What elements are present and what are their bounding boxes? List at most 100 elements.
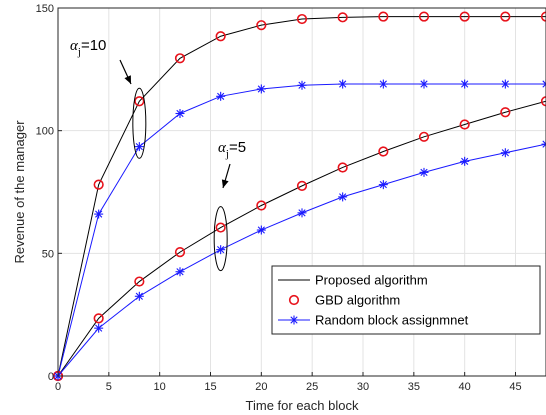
- x-tick-label-15: 15: [204, 381, 216, 393]
- series-group0-1: [52, 11, 546, 382]
- x-tick-label-25: 25: [306, 381, 318, 393]
- random-point-group0-3-d2: [176, 109, 184, 118]
- random-point-group1-12-d2: [542, 143, 546, 148]
- random-point-group0-11-d2: [501, 80, 509, 88]
- random-point-group0-8: [378, 79, 388, 89]
- random-point-group1-3: [175, 267, 185, 277]
- plot-frame: [57, 7, 546, 377]
- annotation-ellipse-group0: [132, 87, 147, 159]
- x-tick-label-20: 20: [255, 381, 267, 393]
- random-point-group0-2-d2: [135, 142, 143, 151]
- annotation-value: =10: [81, 37, 106, 54]
- gbd-point-group0-12: [540, 11, 546, 22]
- annotation-symbol: α: [218, 140, 227, 156]
- random-point-group1-5: [256, 225, 266, 235]
- random-point-group0-9: [419, 79, 429, 89]
- random-point-group1-2-d2: [135, 292, 143, 300]
- random-point-group0-5: [256, 84, 266, 94]
- proposed-line-group1: [57, 100, 546, 377]
- x-tick-label-45: 45: [509, 381, 521, 393]
- gbd-point-group1-1: [93, 313, 104, 324]
- random-point-group0-12-d2: [542, 83, 546, 88]
- gbd-point-group1-9: [418, 131, 430, 142]
- legend-marker-1: [288, 294, 300, 306]
- gbd-point-group1-6: [296, 180, 308, 191]
- legend-label-0: Proposed algorithm: [315, 273, 428, 288]
- series-group0-2: [53, 79, 546, 381]
- random-point-group0-4: [216, 91, 226, 101]
- gbd-point-group1-3: [174, 247, 186, 258]
- legend-box: [271, 265, 541, 335]
- gbd-point-group0-7: [337, 12, 348, 23]
- random-point-group0-12-d1: [542, 80, 546, 85]
- annotation-subscript: j: [225, 148, 229, 160]
- x-tick-label-30: 30: [357, 381, 369, 393]
- gbd-point-group1-4: [215, 222, 226, 233]
- random-point-group0-10: [460, 79, 470, 89]
- gbd-point-group0-1: [93, 179, 104, 190]
- series-group1-0: [57, 100, 546, 377]
- proposed-line-group0: [57, 16, 546, 377]
- random-point-group1-7: [338, 192, 348, 202]
- annotation-symbol: α: [70, 38, 79, 54]
- legend-entry-0: Proposed algorithm: [278, 273, 428, 288]
- random-point-group0-7-d2: [339, 80, 347, 88]
- random-point-group1-2: [134, 291, 144, 301]
- random-point-group1-3-d2: [176, 268, 184, 276]
- annotation-arrowhead-group1: [221, 179, 229, 188]
- annotation-arrowhead-group0: [124, 75, 131, 84]
- gbd-point-group0-6: [296, 13, 308, 25]
- annotation-label-group1: αj=5: [218, 139, 246, 160]
- legend-entry-1: GBD algorithm: [288, 293, 400, 308]
- random-point-group0-11: [500, 79, 510, 89]
- random-point-group1-4: [216, 245, 226, 255]
- random-point-group0-9-d2: [420, 80, 428, 88]
- x-tick-label-40: 40: [459, 381, 471, 393]
- gbd-point-group1-7: [337, 162, 348, 173]
- grid: [58, 8, 546, 376]
- x-tick-label-0: 0: [55, 381, 61, 393]
- random-point-group1-10-d2: [461, 157, 469, 165]
- gbd-point-group1-10: [459, 119, 470, 130]
- random-point-group0-4-d2: [217, 92, 225, 100]
- random-point-group1-12: [541, 139, 546, 149]
- axis-ticks: 0 5 10 15 20 25 30 35 40 45 0 50 100 150: [36, 3, 522, 393]
- y-tick-label-50: 50: [42, 248, 54, 260]
- random-point-group0-6: [297, 80, 307, 90]
- series-layer: [52, 11, 546, 382]
- random-point-group0-7: [338, 79, 348, 89]
- y-tick-label-100: 100: [36, 126, 54, 138]
- random-point-group1-11-d2: [501, 149, 509, 157]
- gbd-point-group0-3: [174, 53, 186, 64]
- legend-label-1: GBD algorithm: [315, 293, 400, 308]
- random-point-group1-5-d2: [257, 226, 265, 234]
- random-point-group0-5-d2: [257, 85, 265, 93]
- gbd-point-group0-2: [134, 96, 145, 107]
- annotation-label-group0: αj=10: [70, 37, 106, 58]
- random-point-group1-6-d2: [298, 209, 306, 217]
- legend-marker-2-d2: [290, 316, 298, 324]
- gbd-point-group0-5: [256, 20, 267, 31]
- random-point-group1-1-d2: [95, 324, 103, 332]
- random-point-group1-6: [297, 208, 307, 218]
- legend-label-2: Random block assignmnet: [315, 313, 469, 328]
- gbd-point-group1-12: [540, 96, 546, 107]
- random-point-group1-9-d2: [420, 168, 428, 177]
- annotation-ellipse-group1: [213, 206, 228, 272]
- x-tick-label-5: 5: [106, 381, 112, 393]
- random-point-group1-10: [460, 156, 470, 166]
- legend: Proposed algorithm GBD algorithm Random bl…: [271, 265, 541, 335]
- random-point-group0-12: [541, 79, 546, 89]
- y-axis-label: Revenue of the manager: [12, 120, 27, 264]
- random-point-group1-9: [419, 167, 429, 177]
- annotation-value: =5: [229, 139, 246, 156]
- gbd-point-group0-10: [459, 11, 470, 22]
- legend-marker-2: [289, 315, 299, 325]
- gbd-point-group0-4: [215, 31, 226, 42]
- y-tick-label-150: 150: [36, 3, 54, 15]
- series-group0-0: [57, 16, 546, 377]
- x-tick-label-10: 10: [154, 381, 166, 393]
- random-point-group1-4-d2: [217, 246, 225, 254]
